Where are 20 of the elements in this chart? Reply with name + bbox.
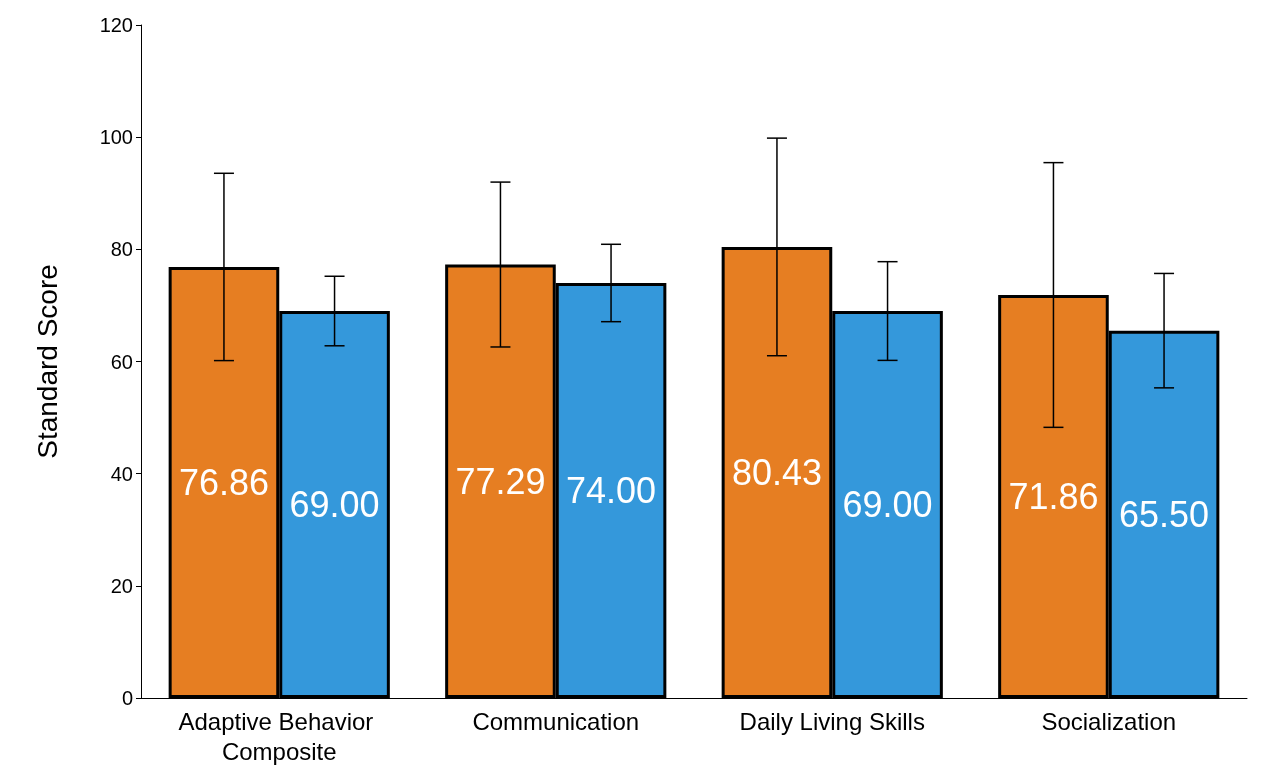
y-axis-title: Standard Score <box>31 264 63 459</box>
x-tick-label: Daily Living Skills <box>739 707 925 735</box>
data-label: 71.86 <box>1008 475 1099 517</box>
data-label: 65.50 <box>1119 493 1210 535</box>
data-label: 80.43 <box>731 451 822 493</box>
data-label: 69.00 <box>289 484 380 526</box>
y-tick-label: 100 <box>99 126 133 149</box>
x-tick-label: Adaptive Behavior Composite <box>178 707 380 765</box>
x-tick-label: Socialization <box>1041 707 1177 735</box>
data-label: 69.00 <box>842 484 933 526</box>
y-tick-label: 40 <box>110 462 133 485</box>
y-tick-label: 20 <box>110 574 133 597</box>
y-tick-label: 120 <box>99 14 133 36</box>
data-label: 77.29 <box>455 460 546 502</box>
data-label: 74.00 <box>566 469 657 511</box>
y-tick-label: 60 <box>110 350 133 373</box>
y-tick-label: 80 <box>110 238 133 261</box>
y-tick-label: 0 <box>121 687 133 709</box>
data-label: 76.86 <box>178 461 269 503</box>
x-tick-label: Communication <box>472 707 640 735</box>
